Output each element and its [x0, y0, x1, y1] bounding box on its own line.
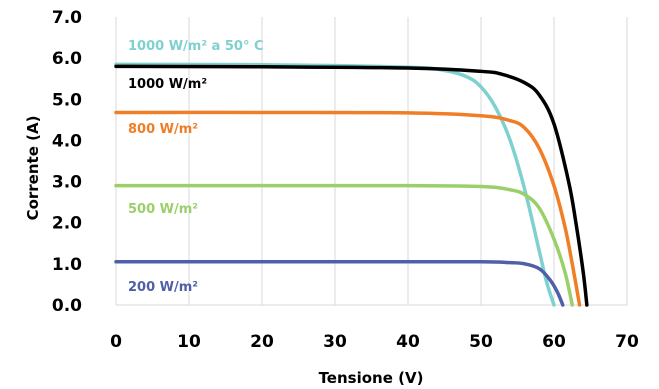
x-tick-label: 40 — [396, 332, 420, 352]
series-line — [114, 183, 574, 307]
series-labels: 1000 W/m² a 50° C 1000 W/m² 800 W/m² 500 W/… — [128, 39, 264, 295]
x-tick-label: 50 — [469, 332, 493, 352]
y-tick-label: 4.0 — [52, 131, 82, 151]
y-tick-label: 0.0 — [52, 296, 82, 316]
x-tick-label: 60 — [542, 332, 566, 352]
series-label: 1000 W/m² a 50° C — [128, 39, 264, 54]
x-tick-label: 20 — [250, 332, 274, 352]
series-label: 200 W/m² — [128, 280, 198, 295]
x-tick-label: 30 — [323, 332, 347, 352]
series-label: 1000 W/m² — [128, 77, 207, 92]
series-line — [114, 110, 582, 307]
y-tick-label: 5.0 — [52, 90, 82, 110]
y-axis-title: Corrente (A) — [24, 116, 42, 221]
series-label: 500 W/m² — [128, 202, 198, 217]
y-tick-label: 6.0 — [52, 49, 82, 69]
y-tick-label: 2.0 — [52, 214, 82, 234]
y-tick-label: 7.0 — [52, 8, 82, 28]
series-line — [114, 259, 565, 307]
y-tick-label: 1.0 — [52, 255, 82, 275]
series-lines — [114, 62, 589, 307]
x-axis-title: Tensione (V) — [319, 369, 424, 387]
x-tick-label: 70 — [615, 332, 639, 352]
x-tick-label: 0 — [110, 332, 122, 352]
series-label: 800 W/m² — [128, 122, 198, 137]
x-tick-label: 10 — [177, 332, 201, 352]
y-axis-ticks: 0.0 1.0 2.0 3.0 4.0 5.0 6.0 7.0 — [52, 8, 82, 316]
series-line — [114, 64, 589, 307]
y-tick-label: 3.0 — [52, 173, 82, 193]
x-axis-ticks: 0 10 20 30 40 50 60 70 — [110, 332, 639, 352]
